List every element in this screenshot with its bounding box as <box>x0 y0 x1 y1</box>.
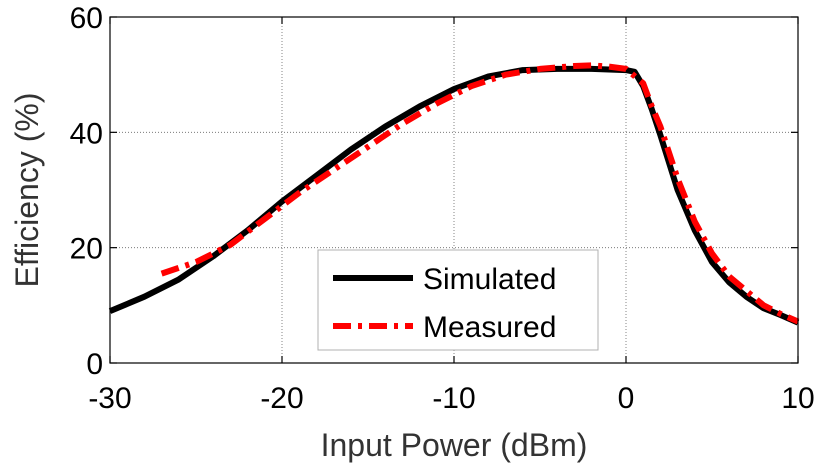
x-tick-label: -20 <box>260 382 303 415</box>
x-tick-labels: -30 -20 -10 0 10 <box>88 382 814 415</box>
legend-label-measured: Measured <box>423 311 556 344</box>
x-tick-label: -10 <box>432 382 475 415</box>
y-axis-title: Efficiency (%) <box>9 92 45 287</box>
x-axis-title: Input Power (dBm) <box>321 427 588 463</box>
y-tick-label: 20 <box>70 233 103 266</box>
plot-frame <box>109 16 799 364</box>
legend-box <box>317 249 599 351</box>
y-tick-label: 40 <box>70 117 103 150</box>
legend: Simulated Measured <box>317 249 599 351</box>
series-lines <box>108 62 800 326</box>
y-tick-labels: 0 20 40 60 <box>70 2 103 381</box>
x-tick-label: 10 <box>781 382 814 415</box>
x-tick-label: -30 <box>88 382 131 415</box>
legend-label-simulated: Simulated <box>423 263 556 296</box>
series-line-measured <box>160 62 800 325</box>
x-tick-label: 0 <box>618 382 635 415</box>
y-tick-label: 0 <box>86 348 103 381</box>
y-tick-label: 60 <box>70 2 103 35</box>
